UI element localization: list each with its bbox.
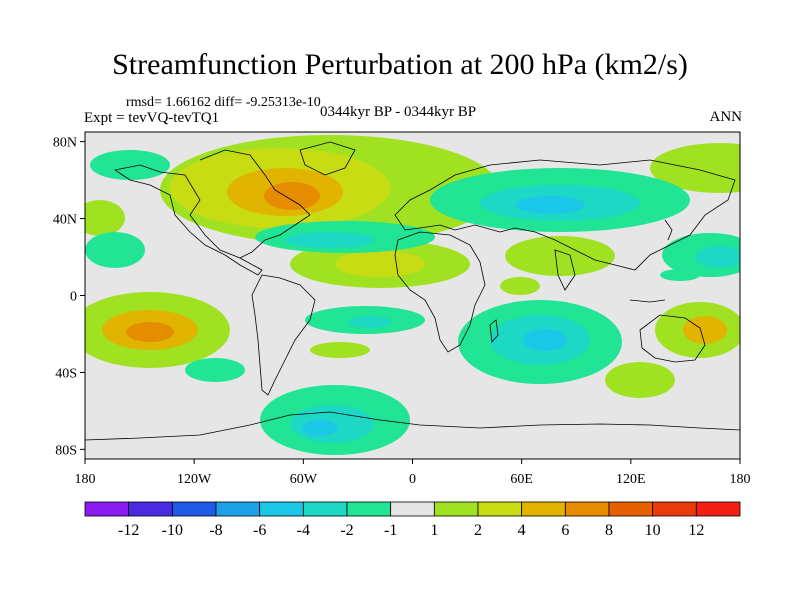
period-label: 0344kyr BP - 0344kyr BP — [320, 104, 477, 120]
colorbar-box — [215, 501, 261, 517]
colorbar-label: -10 — [162, 522, 183, 539]
colorbar-label: -12 — [118, 522, 139, 539]
colorbar-label: 6 — [561, 522, 569, 539]
colorbar-box — [564, 501, 610, 517]
colorbar-label: -8 — [209, 522, 222, 539]
longitude-axis: 180 120W 60W 0 60E 120E 180 — [75, 459, 751, 487]
colorbar-label: 10 — [645, 522, 661, 539]
lon-tick-label: 60E — [510, 472, 533, 487]
colorbar-box — [84, 501, 130, 517]
lon-tick-label: 120E — [616, 472, 646, 487]
colorbar-box — [128, 501, 173, 517]
colorbar: -12 -10 -8 -6 -4 -2 -1 1 2 4 6 8 10 12 — [84, 501, 741, 539]
lat-tick-label: 40S — [55, 366, 77, 381]
colorbar-box — [390, 501, 435, 517]
map-title: Streamfunction Perturbation at 200 hPa (… — [112, 48, 688, 81]
colorbar-label: -4 — [297, 522, 310, 539]
latitude-axis: 80N 40N 0 40S 80S — [53, 136, 85, 458]
season-label: ANN — [709, 109, 743, 125]
contour-fill-layer — [85, 135, 740, 455]
colorbar-label: 8 — [605, 522, 613, 539]
colorbar-box — [608, 501, 654, 517]
lon-tick-label: 60W — [290, 472, 318, 487]
colorbar-box — [695, 501, 741, 517]
stats-label: rmsd= 1.66162 diff= -9.25313e-10 — [126, 95, 321, 110]
colorbar-box — [346, 501, 392, 517]
lat-tick-label: 0 — [70, 290, 77, 305]
colorbar-label: 2 — [474, 522, 482, 539]
colorbar-box — [259, 501, 304, 517]
lon-tick-label: 120W — [177, 472, 212, 487]
colorbar-box — [171, 501, 217, 517]
colorbar-label: -6 — [253, 522, 266, 539]
lat-tick-label: 40N — [53, 213, 77, 228]
colorbar-label: 1 — [430, 522, 438, 539]
lon-tick-label: 180 — [75, 472, 96, 487]
lat-tick-label: 80N — [53, 136, 77, 151]
colorbar-box — [302, 501, 348, 517]
lon-tick-label: 0 — [409, 472, 416, 487]
coastlines — [85, 141, 740, 441]
colorbar-box — [652, 501, 697, 517]
colorbar-box — [433, 501, 479, 517]
colorbar-label: 12 — [688, 522, 704, 539]
colorbar-label: 4 — [518, 522, 526, 539]
colorbar-label: -1 — [384, 522, 397, 539]
lat-tick-label: 80S — [55, 443, 77, 458]
experiment-label: Expt = tevVQ-tevTQ1 — [84, 110, 220, 126]
colorbar-box — [521, 501, 566, 517]
colorbar-box — [477, 501, 523, 517]
colorbar-label: -2 — [340, 522, 353, 539]
lon-tick-label: 180 — [730, 472, 751, 487]
